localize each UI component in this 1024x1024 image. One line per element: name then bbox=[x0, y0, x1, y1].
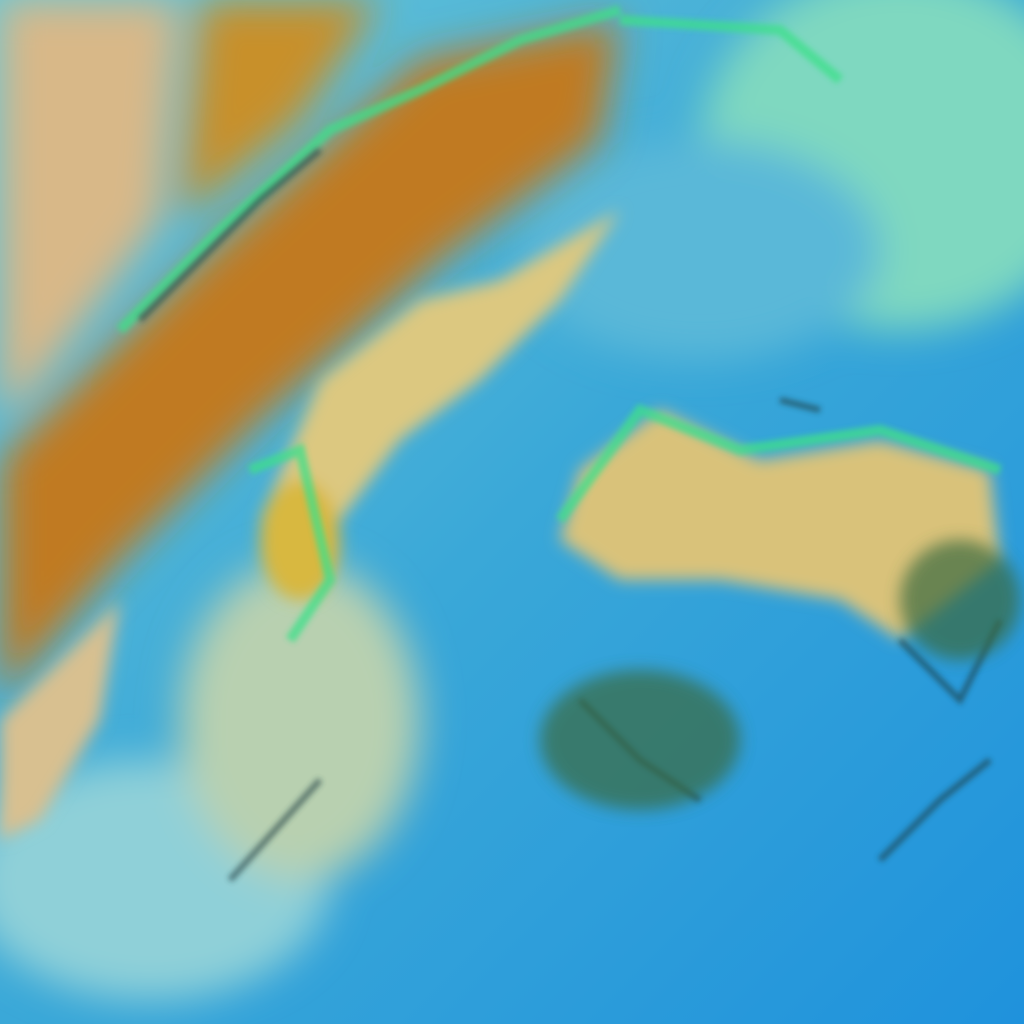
green-cloud-edges bbox=[116, 5, 1002, 643]
orange-cloud-band bbox=[0, 0, 620, 700]
tan-cloud-masses bbox=[0, 210, 1000, 840]
light-cloud-layer bbox=[0, 0, 1024, 1000]
dark-green-cloud-cluster bbox=[540, 540, 1020, 810]
